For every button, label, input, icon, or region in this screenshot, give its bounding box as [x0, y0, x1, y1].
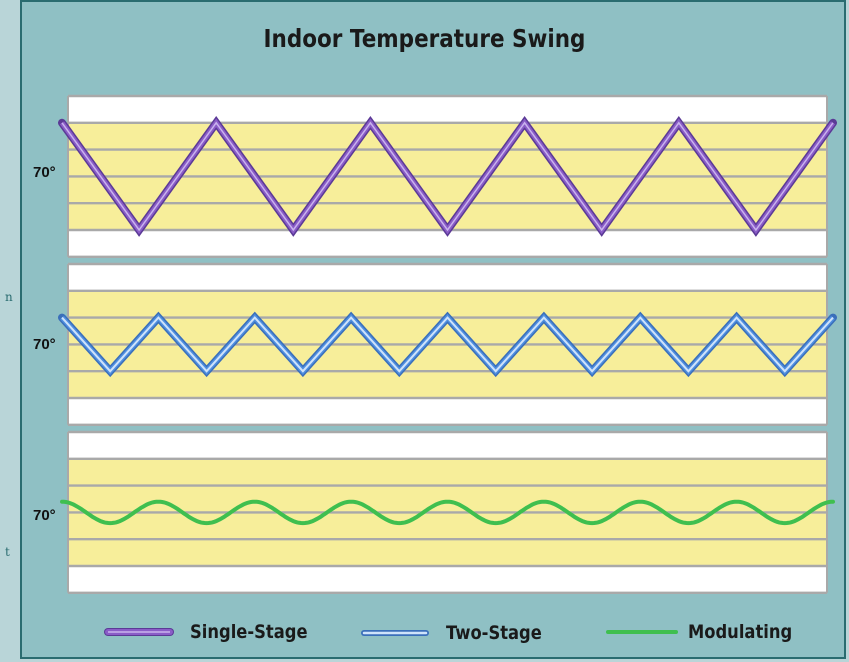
legend-label-modulating: Modulating [688, 621, 793, 643]
y-label-single-stage: 70° [33, 164, 56, 181]
series-line-highlight-single-stage [61, 121, 834, 232]
legend-swatch-two-stage [361, 630, 429, 636]
legend-swatch-modulating [606, 630, 678, 634]
y-label-two-stage: 70° [33, 336, 56, 353]
edge-text-fragment: n [5, 290, 13, 304]
edge-text-fragment: t [5, 545, 10, 559]
series-line-highlight-two-stage [61, 316, 834, 373]
y-label-modulating: 70° [33, 507, 56, 524]
chart-title: Indoor Temperature Swing [263, 24, 586, 53]
legend-label-single-stage: Single-Stage [190, 621, 308, 643]
legend-swatch-single-stage [104, 628, 174, 636]
legend-label-two-stage: Two-Stage [446, 622, 542, 644]
series-line-modulating [60, 499, 835, 526]
